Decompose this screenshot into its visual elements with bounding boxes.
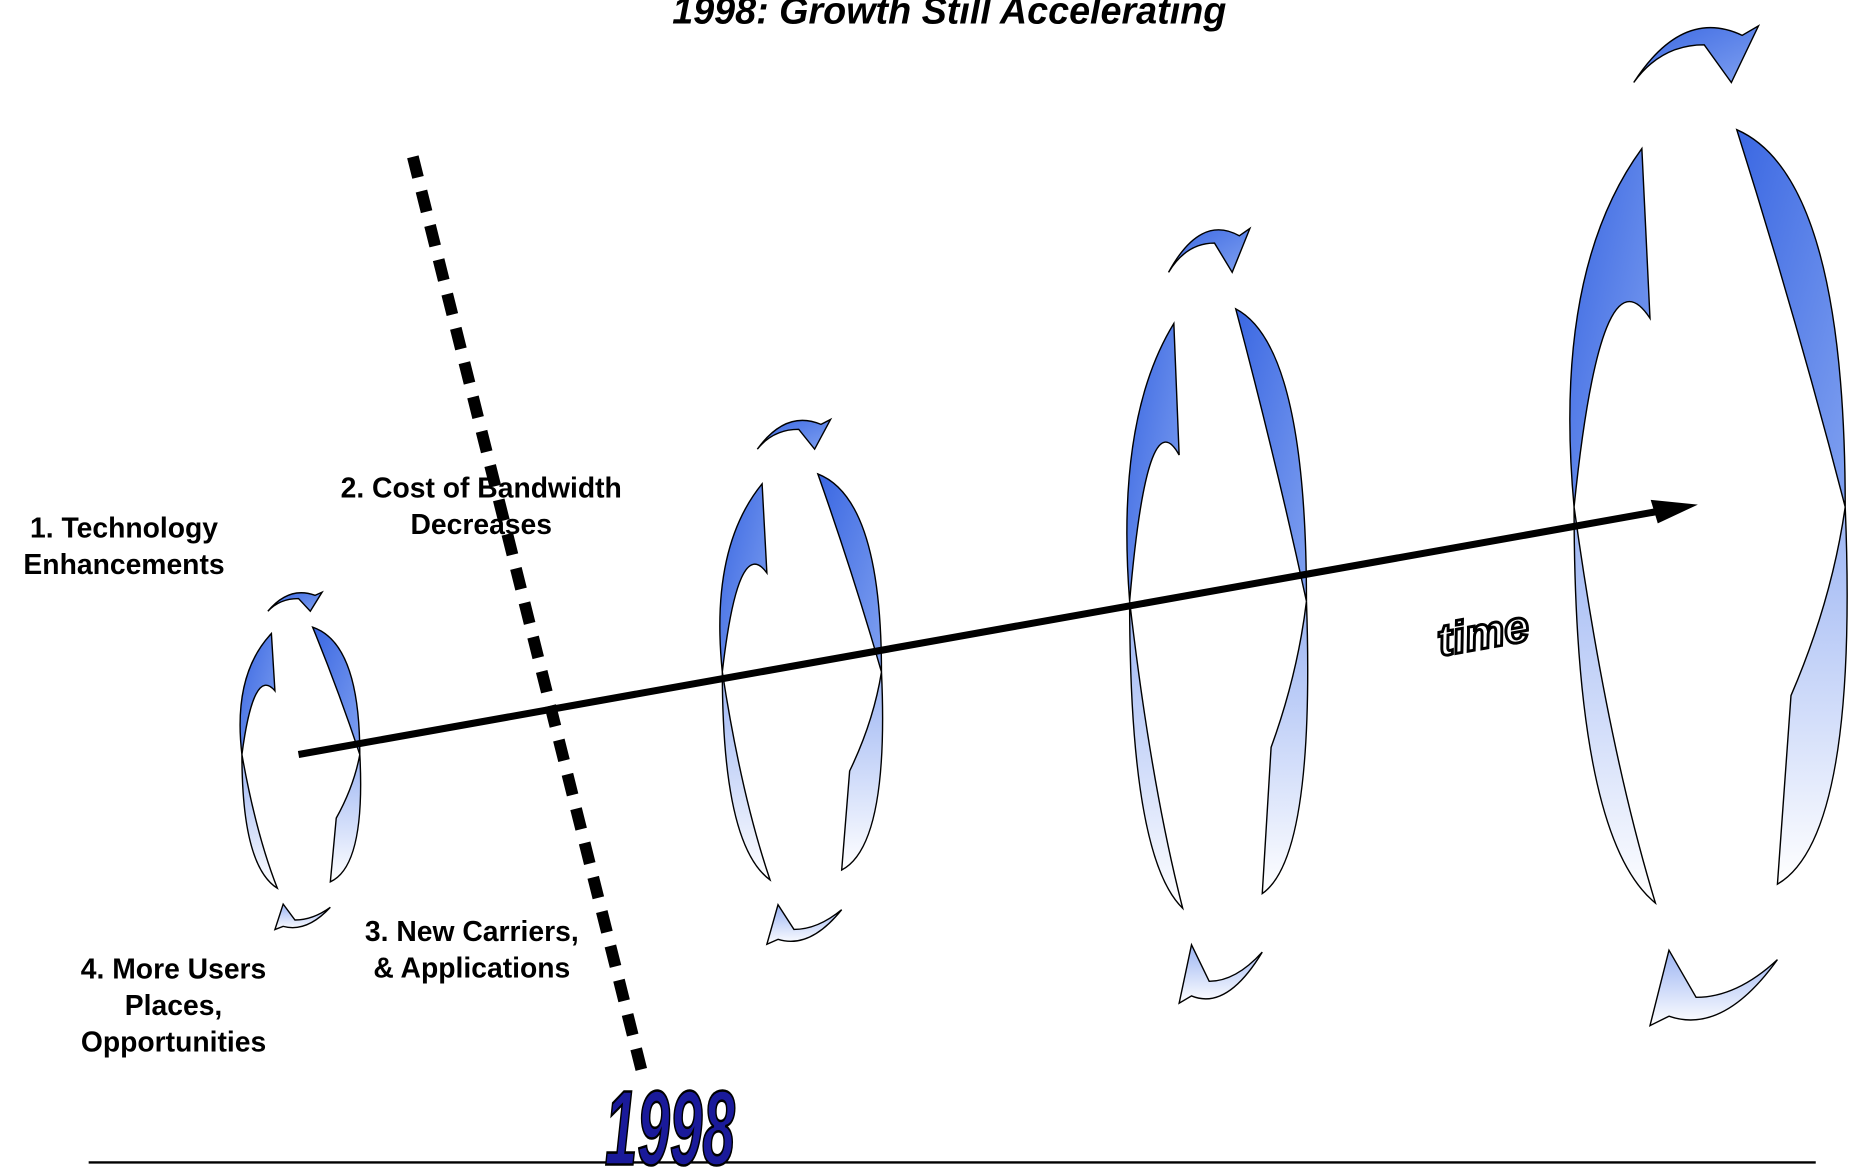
labels: 1. Technology Enhancements 2. Cost of Band… [23,471,621,1057]
blade [1127,323,1179,601]
arc-arrow [757,419,830,449]
label-line: 1. Technology [30,512,218,544]
page: 1998: Growth Still Accelerating time 199… [0,0,1849,1173]
label-line: 3. New Carriers, [365,915,579,947]
arc-arrow [1634,26,1759,83]
blade [722,672,770,880]
label-line: Enhancements [23,548,224,580]
label: 1. Technology Enhancements [23,512,224,581]
label: 3. New Carriers, & Applications [365,915,579,984]
label-line: 4. More Users [81,952,266,984]
label-line: 2. Cost of Bandwidth [341,471,622,503]
cycle [240,592,361,929]
blade [1777,507,1847,884]
year: 1998 [605,1071,735,1173]
diagram: 1998: Growth Still Accelerating time 199… [0,0,1849,1173]
blade [842,672,883,870]
blade [242,754,277,888]
blade [1262,601,1307,893]
axis-label: time [1433,601,1532,666]
title: 1998: Growth Still Accelerating [672,0,1226,32]
label-line: & Applications [373,951,570,983]
arc-arrow [1169,228,1250,272]
blade [1574,507,1655,903]
arc-arrow [767,905,842,945]
label-line: Places, [125,989,223,1021]
blade [1570,149,1650,507]
label-line: Decreases [410,508,552,540]
blade [1236,309,1307,601]
blade [330,754,360,881]
arc-arrow [1179,945,1262,1003]
time-arrowhead [1651,500,1698,524]
blade [240,634,275,755]
label: 4. More Users Places, Opportunities [81,952,266,1057]
arc-arrow [1650,950,1777,1025]
arc-arrow [268,592,322,611]
blade [313,627,360,754]
blade [818,474,882,672]
label-line: Opportunities [81,1026,266,1058]
cycle [720,419,883,944]
label: 2. Cost of Bandwidth Decreases [341,471,622,540]
blade [1130,601,1183,908]
cycle [1127,228,1308,1003]
blade [720,484,767,672]
blade [1737,130,1845,507]
arc-arrow [275,904,330,929]
cycle [1570,26,1847,1026]
